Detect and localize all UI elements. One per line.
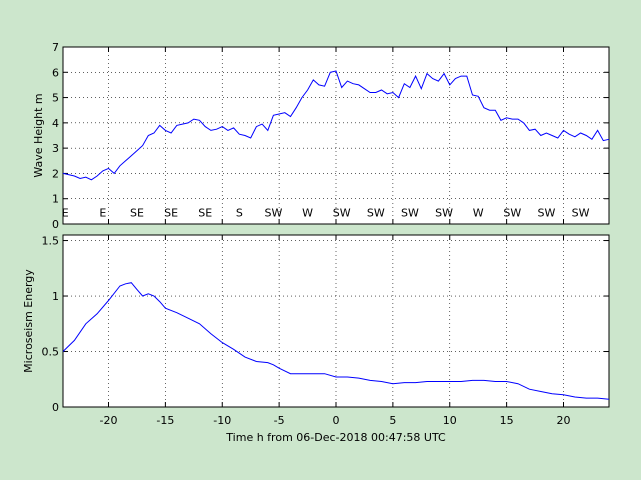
wave-direction-label: SW bbox=[333, 206, 351, 219]
microseism-x-tick-label: -10 bbox=[213, 414, 231, 427]
microseism-ticks: -20 -15 -10 -5 0 5 10 15 20 0 0.5 1 1.5 bbox=[42, 235, 609, 427]
microseism-y-tick-label: 1.5 bbox=[42, 235, 60, 248]
wave-direction-label: SW bbox=[572, 206, 590, 219]
microseism-x-tick-label: -5 bbox=[274, 414, 285, 427]
wave-height-panel: 0 1 2 3 4 5 6 7 E E SE SE SE S SW W SW SW SW SW W SW SW SW Wav… bbox=[32, 41, 610, 231]
wave-height-y-tick-label: 6 bbox=[52, 66, 59, 79]
microseism-panel: -20 -15 -10 -5 0 5 10 15 20 0 0.5 1 1.5 Microseism E… bbox=[22, 234, 610, 444]
wave-direction-label: W bbox=[473, 206, 484, 219]
wave-direction-label: SW bbox=[538, 206, 556, 219]
wave-height-y-tick-label: 3 bbox=[52, 142, 59, 155]
wave-direction-label: E bbox=[62, 206, 69, 219]
wave-height-y-tick-label: 7 bbox=[52, 41, 59, 54]
microseism-x-tick-label: 10 bbox=[443, 414, 457, 427]
microseism-x-tick-label: 5 bbox=[389, 414, 396, 427]
wave-direction-label: E bbox=[99, 206, 106, 219]
time-xlabel: Time h from 06-Dec-2018 00:47:58 UTC bbox=[225, 431, 446, 444]
wave-direction-label: SW bbox=[435, 206, 453, 219]
wave-direction-label: S bbox=[236, 206, 243, 219]
wave-direction-annotations: E E SE SE SE S SW W SW SW SW SW W SW SW SW bbox=[62, 206, 590, 219]
microseism-x-tick-label: -15 bbox=[156, 414, 174, 427]
wave-height-y-tick-label: 4 bbox=[52, 117, 59, 130]
microseism-energy-line bbox=[62, 282, 610, 400]
wave-direction-label: SE bbox=[130, 206, 144, 219]
wave-height-y-tick-label: 0 bbox=[52, 218, 59, 231]
microseism-ylabel: Microseism Energy bbox=[22, 269, 35, 373]
microseism-x-tick-label: 15 bbox=[500, 414, 514, 427]
wave-direction-label: W bbox=[302, 206, 313, 219]
microseism-y-tick-label: 0 bbox=[52, 401, 59, 414]
wave-direction-label: SE bbox=[164, 206, 178, 219]
microseism-grid bbox=[63, 235, 609, 407]
wave-direction-label: SW bbox=[401, 206, 419, 219]
wave-height-line bbox=[62, 70, 610, 181]
wave-direction-label: SW bbox=[265, 206, 283, 219]
wave-height-y-tick-label: 5 bbox=[52, 92, 59, 105]
wave-direction-label: SW bbox=[503, 206, 521, 219]
wave-height-ticks: 0 1 2 3 4 5 6 7 bbox=[52, 41, 609, 231]
wave-direction-label: SE bbox=[198, 206, 212, 219]
microseism-x-tick-label: 0 bbox=[333, 414, 340, 427]
wave-height-y-tick-label: 2 bbox=[52, 167, 59, 180]
microseism-y-tick-label: 1 bbox=[52, 290, 59, 303]
microseism-x-tick-label: 20 bbox=[557, 414, 571, 427]
microseism-y-tick-label: 0.5 bbox=[42, 346, 60, 359]
wave-direction-label: SW bbox=[367, 206, 385, 219]
microseism-x-tick-label: -20 bbox=[100, 414, 118, 427]
wave-height-y-tick-label: 1 bbox=[52, 193, 59, 206]
wave-height-ylabel: Wave Height m bbox=[32, 93, 45, 177]
microseism-plot-area bbox=[62, 234, 610, 408]
